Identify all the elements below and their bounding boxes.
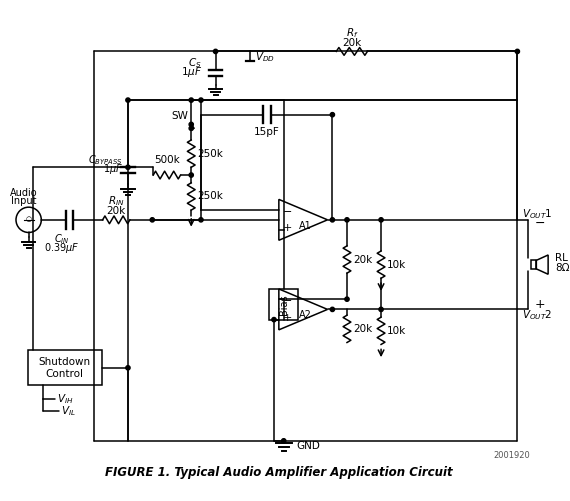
Text: GND: GND: [296, 441, 320, 451]
Text: 15pF: 15pF: [254, 127, 279, 137]
Text: SW: SW: [172, 111, 188, 121]
Text: A2: A2: [299, 310, 312, 320]
Text: 8Ω: 8Ω: [555, 263, 570, 273]
Text: $V_{OUT}$1: $V_{OUT}$1: [522, 207, 553, 221]
Text: −: −: [283, 206, 292, 216]
Text: 10k: 10k: [387, 260, 406, 270]
Text: $0.39\mu F$: $0.39\mu F$: [44, 241, 80, 255]
Bar: [269, 289, 298, 320]
Circle shape: [126, 98, 130, 102]
Text: $R_{IN}$: $R_{IN}$: [108, 194, 125, 208]
Text: Shutdown: Shutdown: [39, 357, 91, 367]
Circle shape: [282, 439, 286, 443]
Bar: [531, 261, 536, 269]
Text: Input: Input: [11, 196, 36, 206]
Text: Control: Control: [46, 369, 84, 379]
Text: 10k: 10k: [387, 326, 406, 336]
Text: 20k: 20k: [107, 206, 126, 216]
Circle shape: [345, 218, 349, 222]
Text: 250k: 250k: [197, 191, 223, 201]
Text: $C_{BYPASS}$: $C_{BYPASS}$: [88, 153, 123, 167]
Circle shape: [199, 218, 203, 222]
Text: 20k: 20k: [353, 324, 372, 334]
Circle shape: [150, 218, 154, 222]
Circle shape: [330, 113, 335, 117]
Text: $V_{IL}$: $V_{IL}$: [61, 404, 76, 417]
Text: +: +: [283, 313, 292, 323]
Circle shape: [126, 165, 130, 169]
Text: $C_{IN}$: $C_{IN}$: [54, 232, 70, 246]
Text: −: −: [535, 217, 545, 230]
Circle shape: [345, 297, 349, 301]
Text: RL: RL: [555, 253, 568, 263]
Text: 250k: 250k: [197, 149, 223, 159]
Circle shape: [126, 366, 130, 370]
Text: +: +: [535, 298, 545, 311]
Text: $C_S$: $C_S$: [188, 56, 202, 70]
Circle shape: [330, 218, 335, 222]
Text: A1: A1: [299, 220, 312, 230]
Text: 2001920: 2001920: [493, 451, 530, 460]
Circle shape: [213, 49, 218, 54]
Circle shape: [515, 49, 519, 54]
Circle shape: [199, 98, 203, 102]
Text: $V_{IH}$: $V_{IH}$: [57, 392, 74, 406]
Text: 20k: 20k: [342, 38, 361, 48]
Circle shape: [189, 122, 193, 127]
Text: Bias: Bias: [279, 294, 289, 315]
Text: FIGURE 1. Typical Audio Amplifier Application Circuit: FIGURE 1. Typical Audio Amplifier Applic…: [105, 466, 453, 479]
Text: 500k: 500k: [154, 155, 180, 165]
Text: $1\mu F$: $1\mu F$: [103, 162, 123, 176]
Circle shape: [379, 218, 383, 222]
Text: −: −: [283, 296, 292, 306]
Text: $V_{DD}$: $V_{DD}$: [255, 51, 274, 64]
Bar: [28, 350, 101, 385]
Circle shape: [189, 173, 193, 177]
Text: +: +: [283, 223, 292, 233]
Text: ○: ○: [26, 216, 32, 222]
Text: Audio: Audio: [10, 188, 38, 198]
Text: $V_{OUT}$2: $V_{OUT}$2: [522, 308, 553, 322]
Text: $1\mu F$: $1\mu F$: [181, 65, 202, 79]
Text: $R_f$: $R_f$: [345, 26, 358, 40]
Text: 20k: 20k: [353, 255, 372, 265]
Circle shape: [272, 318, 276, 322]
Circle shape: [330, 307, 335, 312]
Circle shape: [379, 307, 383, 312]
Circle shape: [189, 98, 193, 102]
Circle shape: [189, 126, 193, 130]
